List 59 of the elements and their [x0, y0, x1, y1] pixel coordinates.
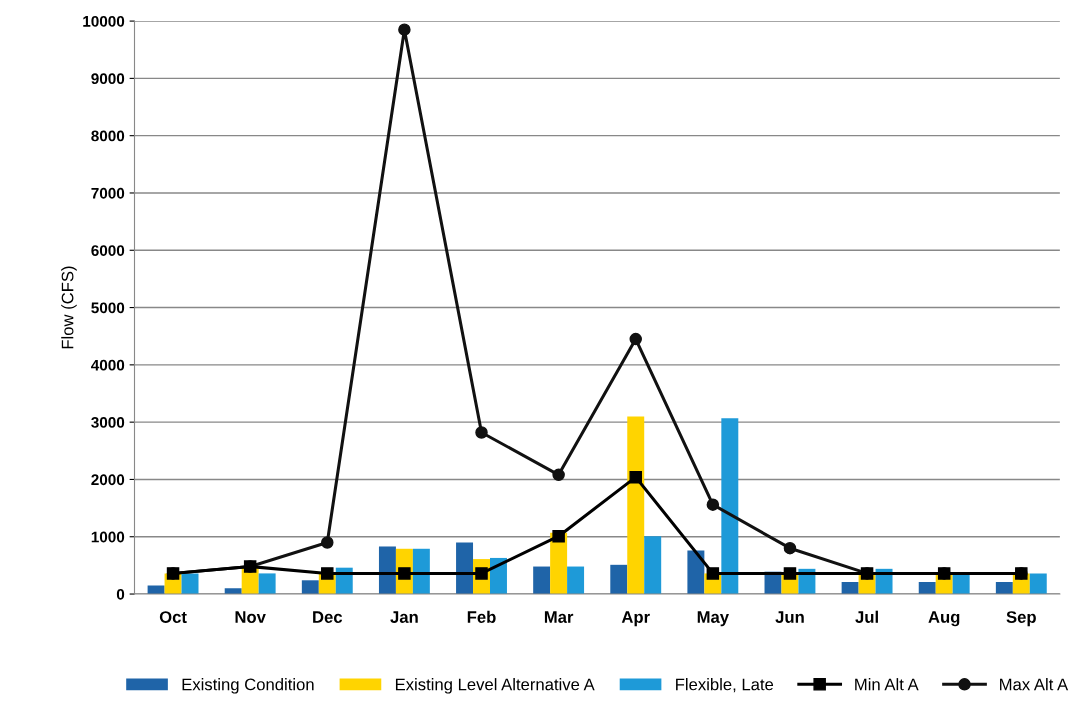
bar [456, 542, 474, 595]
point [706, 498, 720, 511]
y-tick-label: 7000 [91, 187, 125, 199]
x-tick-label: May [697, 611, 729, 627]
legend-label: Min Alt A [855, 678, 919, 691]
point [398, 23, 411, 36]
x-tick-label: Aug [928, 611, 960, 627]
x-tick-label: Nov [235, 611, 266, 623]
y-tick-label: 4000 [91, 359, 125, 371]
point [706, 567, 720, 580]
y-axis-title: Flow (CFS) [61, 266, 77, 349]
x-tick-label: Sep [1006, 611, 1036, 627]
point [475, 426, 488, 439]
x-tick-label: Apr [621, 611, 650, 627]
x-tick-label: Jul [855, 610, 878, 623]
x-tick-label: Oct [159, 611, 187, 623]
bar [533, 566, 551, 595]
y-tick-label: 5000 [91, 302, 125, 314]
y-tick-label: 6000 [91, 245, 125, 256]
bar [1029, 573, 1047, 595]
legend-label: Existing Level Alternative A [395, 678, 595, 694]
x-tick-label: Feb [467, 610, 496, 623]
point [552, 529, 565, 543]
y-tick-label: 9000 [91, 73, 125, 85]
bar [841, 582, 859, 595]
y-tick-label: 10000 [83, 15, 125, 27]
legend-label: Flexible, Late [676, 678, 774, 693]
bar [567, 566, 585, 595]
point [321, 567, 334, 580]
y-tick-label: 1000 [91, 531, 125, 543]
bar [181, 573, 199, 595]
legend-label: Existing Condition [182, 678, 314, 694]
point [629, 332, 642, 346]
bar [918, 582, 936, 595]
point [629, 470, 642, 484]
bar [995, 582, 1013, 595]
bar [258, 573, 276, 595]
point [321, 536, 334, 549]
x-tick-label: Jun [775, 611, 804, 623]
y-tick-label: 3000 [91, 417, 125, 428]
point [783, 541, 797, 555]
y-tick-label: 8000 [91, 130, 125, 142]
x-tick-label: Jan [390, 611, 418, 623]
bar [147, 585, 165, 595]
bar [610, 564, 628, 595]
x-tick-label: Mar [544, 611, 574, 623]
legend-label: Max Alt A [1000, 678, 1069, 691]
point [783, 567, 797, 580]
bar [644, 536, 662, 595]
bar [687, 550, 705, 595]
point [552, 468, 565, 482]
x-tick-label: Dec [313, 611, 343, 623]
bar [301, 580, 319, 595]
y-tick-label: 2000 [91, 474, 125, 486]
bar [378, 546, 396, 595]
bar [412, 548, 430, 595]
bar [627, 416, 645, 595]
y-tick-label: 0 [116, 588, 125, 600]
bar [721, 418, 739, 595]
